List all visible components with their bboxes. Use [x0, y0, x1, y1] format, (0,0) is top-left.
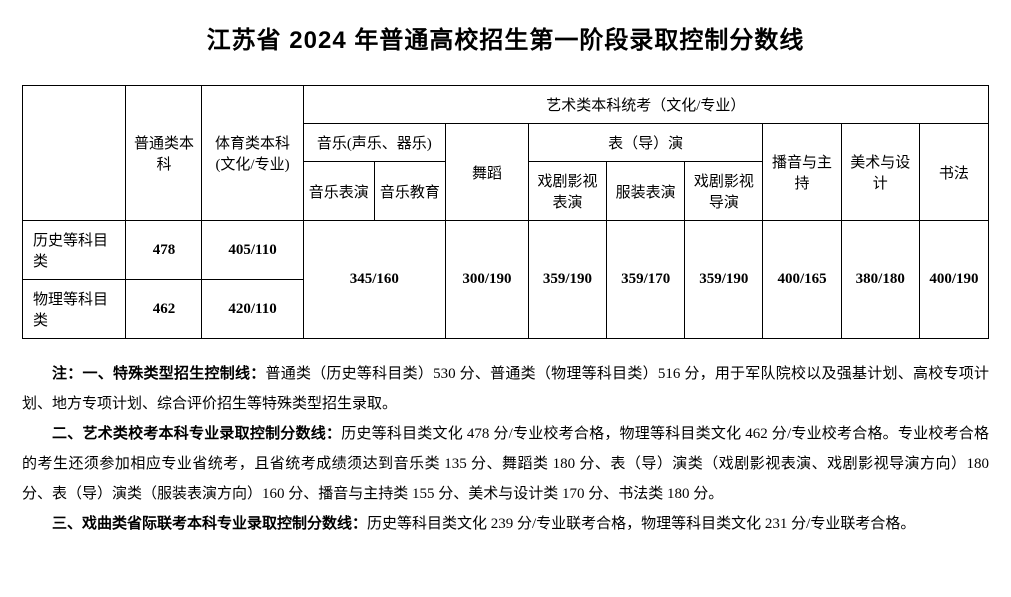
- hdr-drama-film-dir: 戏剧影视导演: [685, 162, 763, 221]
- hdr-fineart: 美术与设计: [841, 124, 919, 221]
- hdr-music-edu: 音乐教育: [374, 162, 445, 221]
- note-3: 三、戏曲类省际联考本科专业录取控制分数线：历史等科目类文化 239 分/专业联考…: [22, 509, 989, 539]
- cell-sports: 405/110: [202, 221, 303, 280]
- cell-fineart: 380/180: [841, 221, 919, 339]
- hdr-blank: [23, 86, 126, 221]
- cell-broadcast: 400/165: [763, 221, 841, 339]
- cell-costume: 359/170: [607, 221, 685, 339]
- cell-calligraphy: 400/190: [919, 221, 988, 339]
- cell-music: 345/160: [303, 221, 445, 339]
- hdr-calligraphy: 书法: [919, 124, 988, 221]
- hdr-broadcast: 播音与主持: [763, 124, 841, 221]
- hdr-dance: 舞蹈: [446, 124, 529, 221]
- cell-drama-film-act: 359/190: [528, 221, 606, 339]
- notes: 注：一、特殊类型招生控制线：普通类（历史等科目类）530 分、普通类（物理等科目…: [22, 359, 989, 539]
- hdr-sports: 体育类本科(文化/专业): [202, 86, 303, 221]
- cell-sports: 420/110: [202, 280, 303, 339]
- hdr-music-group: 音乐(声乐、器乐): [303, 124, 445, 162]
- hdr-arts-group: 艺术类本科统考（文化/专业）: [303, 86, 988, 124]
- hdr-music-perf: 音乐表演: [303, 162, 374, 221]
- cell-general: 478: [126, 221, 202, 280]
- score-table: 普通类本科 体育类本科(文化/专业) 艺术类本科统考（文化/专业） 音乐(声乐、…: [22, 85, 989, 339]
- cell-dance: 300/190: [446, 221, 529, 339]
- cell-general: 462: [126, 280, 202, 339]
- page-title: 江苏省 2024 年普通高校招生第一阶段录取控制分数线: [22, 20, 989, 55]
- row-label: 物理等科目类: [23, 280, 126, 339]
- cell-drama-film-dir: 359/190: [685, 221, 763, 339]
- note-1: 注：一、特殊类型招生控制线：普通类（历史等科目类）530 分、普通类（物理等科目…: [22, 359, 989, 419]
- hdr-general: 普通类本科: [126, 86, 202, 221]
- row-label: 历史等科目类: [23, 221, 126, 280]
- hdr-acting-group: 表（导）演: [528, 124, 763, 162]
- hdr-drama-film-act: 戏剧影视表演: [528, 162, 606, 221]
- hdr-costume: 服装表演: [607, 162, 685, 221]
- table-row: 历史等科目类 478 405/110 345/160 300/190 359/1…: [23, 221, 989, 280]
- note-2: 二、艺术类校考本科专业录取控制分数线：历史等科目类文化 478 分/专业校考合格…: [22, 419, 989, 509]
